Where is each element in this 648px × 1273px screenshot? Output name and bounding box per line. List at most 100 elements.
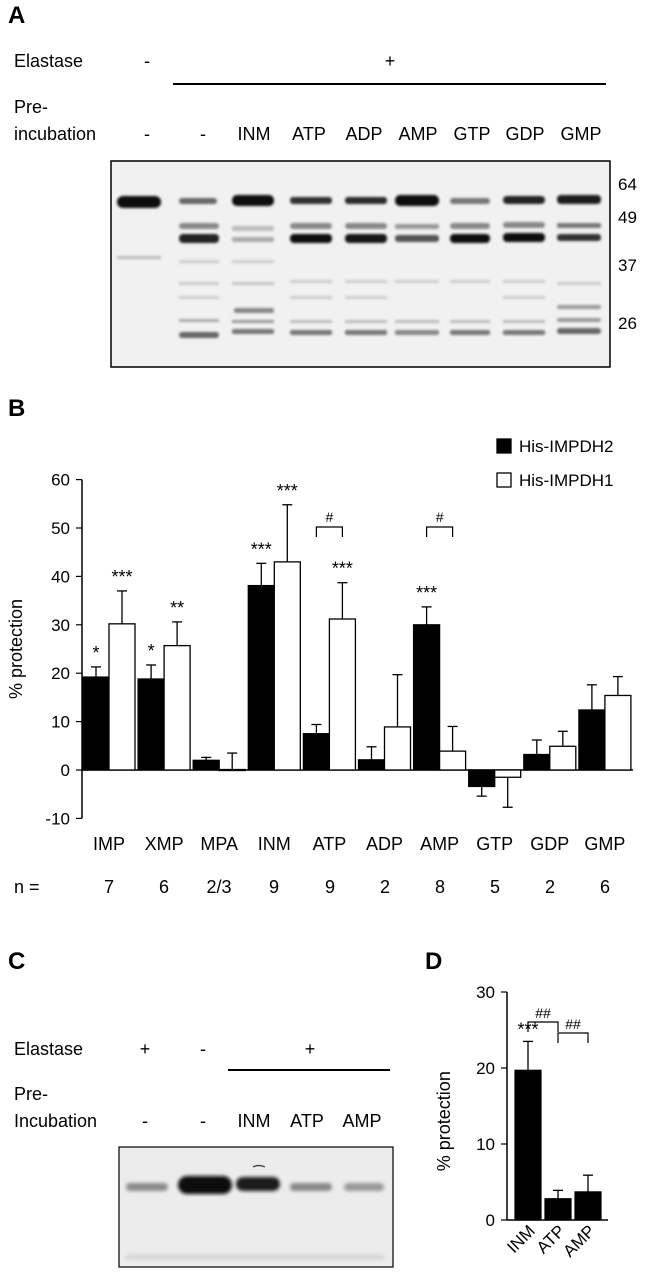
n-value: 7 bbox=[103, 877, 115, 897]
bar-impdh1 bbox=[383, 726, 412, 771]
lane-label: ADP bbox=[345, 124, 383, 144]
panel-d-letter: D bbox=[425, 948, 443, 975]
bar-chart-b: -10 0 10 20 30 40 50 60 % protection IMP XMP MPA INM… bbox=[6, 437, 633, 854]
significance-mark: * bbox=[92, 643, 99, 663]
bar-impdh1 bbox=[438, 750, 467, 771]
y-tick-label: 20 bbox=[51, 664, 70, 683]
significance-mark: *** bbox=[251, 539, 272, 559]
elastase-sign: - bbox=[200, 1039, 206, 1059]
category-label: ATP bbox=[313, 834, 347, 854]
mw-marker: 49 bbox=[618, 208, 637, 227]
y-tick-label: 40 bbox=[51, 567, 70, 586]
gel-image-c bbox=[118, 1146, 394, 1268]
mw-marker: 64 bbox=[618, 175, 637, 194]
significance-mark: *** bbox=[332, 559, 353, 579]
elastase-sign: + bbox=[304, 1039, 316, 1059]
bracket-label: # bbox=[326, 509, 334, 525]
lane-label: - bbox=[200, 1111, 206, 1131]
significance-mark: *** bbox=[111, 567, 132, 587]
bar-impdh2 bbox=[412, 624, 441, 771]
bar-impdh2 bbox=[192, 759, 220, 771]
lane-label: INM bbox=[237, 124, 271, 144]
bar bbox=[544, 1198, 572, 1221]
bar-impdh2 bbox=[578, 709, 606, 771]
lane-label: GTP bbox=[453, 124, 491, 144]
category-label: ADP bbox=[366, 834, 403, 854]
significance-mark: *** bbox=[277, 481, 298, 501]
significance-bracket bbox=[527, 1021, 559, 1032]
bracket-label: ## bbox=[535, 1005, 551, 1021]
n-value: 9 bbox=[268, 877, 280, 897]
gel-image-a bbox=[110, 160, 611, 368]
bar-impdh2 bbox=[523, 753, 551, 771]
category-label: INM bbox=[258, 834, 291, 854]
lane-label: - bbox=[142, 1111, 148, 1131]
y-tick-label: 30 bbox=[51, 616, 70, 635]
panel-c-letter: C bbox=[8, 948, 26, 975]
bar-impdh2 bbox=[247, 584, 275, 771]
n-value: 9 bbox=[324, 877, 336, 897]
lane-label: ATP bbox=[292, 124, 326, 144]
bar-impdh1 bbox=[163, 644, 191, 771]
significance-bracket bbox=[557, 1032, 589, 1043]
bar-impdh1 bbox=[604, 694, 632, 771]
elastase-sign-minus: - bbox=[144, 51, 150, 71]
lane-label: GMP bbox=[560, 124, 602, 144]
bar-impdh1 bbox=[218, 768, 246, 772]
category-label: GMP bbox=[584, 834, 625, 854]
n-value: 6 bbox=[599, 877, 611, 897]
bracket-label: # bbox=[436, 509, 444, 525]
n-value: 2 bbox=[544, 877, 556, 897]
elastase-label: Elastase bbox=[14, 51, 84, 71]
n-value: 8 bbox=[434, 877, 446, 897]
bar-impdh1 bbox=[549, 745, 577, 771]
legend-label: His-IMPDH2 bbox=[519, 437, 613, 456]
lane-label: INM bbox=[237, 1111, 271, 1131]
category-label: AMP bbox=[559, 1221, 598, 1260]
significance-mark: * bbox=[148, 641, 155, 661]
bar bbox=[574, 1191, 602, 1221]
elastase-line bbox=[173, 83, 606, 85]
bar-impdh2 bbox=[302, 733, 331, 771]
bar-impdh2 bbox=[357, 759, 386, 771]
bar-impdh1 bbox=[494, 769, 522, 778]
bar-impdh2 bbox=[137, 678, 165, 771]
lane-label: - bbox=[200, 124, 206, 144]
significance-mark: *** bbox=[416, 583, 437, 603]
preincubation-label-line1: Pre- bbox=[14, 97, 49, 117]
significance-bracket bbox=[426, 526, 454, 537]
category-label: GTP bbox=[476, 834, 513, 854]
lane-label: AMP bbox=[342, 1111, 382, 1131]
category-label: INM bbox=[503, 1221, 538, 1256]
y-tick-label: 30 bbox=[476, 983, 495, 1002]
preincubation-label-c-line2: Incubation bbox=[14, 1111, 98, 1131]
preincubation-label-c-line1: Pre- bbox=[14, 1084, 49, 1104]
legend-swatch bbox=[496, 472, 512, 488]
bar bbox=[514, 1069, 542, 1221]
category-label: XMP bbox=[145, 834, 184, 854]
n-value: 2/3 bbox=[206, 877, 232, 897]
category-label: AMP bbox=[420, 834, 459, 854]
bar-impdh2 bbox=[468, 769, 496, 788]
panel-a-letter: A bbox=[8, 2, 26, 29]
bar-impdh1 bbox=[273, 561, 301, 771]
elastase-sign: + bbox=[139, 1039, 151, 1059]
y-axis-label: % protection bbox=[434, 1071, 454, 1171]
y-tick-label: 0 bbox=[486, 1211, 495, 1230]
category-label: MPA bbox=[200, 834, 238, 854]
y-tick-label: 0 bbox=[61, 761, 70, 780]
bracket-label: ## bbox=[565, 1016, 581, 1032]
panel-b-letter: B bbox=[8, 395, 26, 422]
y-tick-label: 60 bbox=[51, 471, 70, 490]
bar-impdh2 bbox=[82, 676, 110, 771]
elastase-label-c: Elastase bbox=[14, 1039, 84, 1059]
mw-marker: 37 bbox=[618, 256, 637, 275]
lane-label: - bbox=[144, 124, 150, 144]
lane-label: ATP bbox=[290, 1111, 324, 1131]
lane-label: GDP bbox=[505, 124, 545, 144]
n-label: n = bbox=[14, 877, 40, 897]
y-tick-label: 10 bbox=[476, 1135, 495, 1154]
category-label: IMP bbox=[93, 834, 125, 854]
elastase-line-c bbox=[228, 1069, 390, 1071]
